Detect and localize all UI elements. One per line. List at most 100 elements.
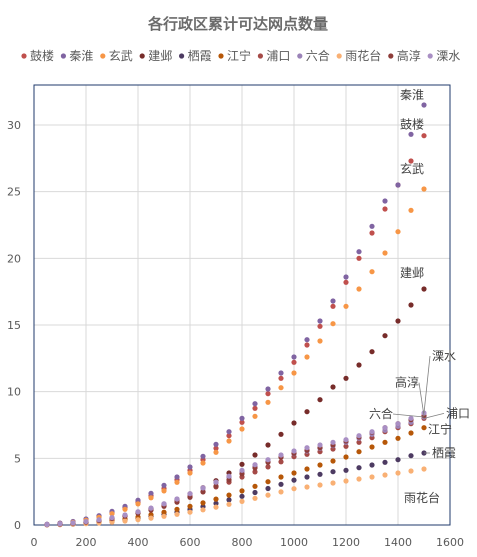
data-point (278, 489, 284, 495)
data-point (382, 425, 388, 431)
data-point (148, 495, 154, 501)
data-point (343, 467, 349, 473)
x-tick-label: 400 (128, 536, 149, 549)
chart-title: 各行政区累计可达网点数量 (147, 15, 328, 33)
data-point (252, 483, 258, 489)
legend-marker-2 (100, 53, 106, 59)
data-point (226, 492, 232, 498)
data-point (304, 484, 310, 490)
data-point (174, 496, 180, 502)
series-label-e5bbbae982ba: 建邺 (400, 266, 424, 280)
series-label-e6baa7e6b0b4: 溧水 (432, 349, 456, 363)
data-point (174, 511, 180, 517)
data-point (343, 437, 349, 443)
data-point (304, 354, 310, 360)
data-point (317, 338, 323, 344)
data-point (382, 472, 388, 478)
data-point (330, 321, 336, 327)
data-point (213, 500, 219, 506)
data-point (265, 386, 271, 392)
data-point (356, 433, 362, 439)
data-point (291, 477, 297, 483)
data-point (369, 474, 375, 480)
data-point (213, 449, 219, 455)
data-point (239, 461, 245, 467)
data-point (304, 342, 310, 348)
data-point (213, 441, 219, 447)
data-point (356, 286, 362, 292)
legend-marker-5 (218, 53, 224, 59)
data-point (356, 465, 362, 471)
data-point (174, 479, 180, 485)
data-point (356, 439, 362, 445)
data-point (382, 459, 388, 465)
data-point (187, 509, 193, 515)
legend-marker-0 (21, 53, 27, 59)
data-point (226, 477, 232, 483)
data-marks (44, 102, 427, 528)
legend-label-2: 玄武 (109, 48, 133, 63)
data-point (317, 462, 323, 468)
series-9 (44, 413, 427, 528)
data-point (265, 479, 271, 485)
data-point (408, 302, 414, 308)
label-leader-line (423, 355, 431, 414)
legend-label-3: 建邺 (148, 49, 172, 63)
data-point (343, 274, 349, 280)
grid (34, 85, 451, 525)
data-point (356, 362, 362, 368)
data-point (200, 489, 206, 495)
data-point (330, 480, 336, 486)
data-point (382, 439, 388, 445)
data-point (252, 405, 258, 411)
data-point (161, 513, 167, 519)
data-point (135, 501, 141, 507)
series-label-e6b5a6e58fa3: 浦口 (446, 406, 470, 420)
y-tick-label: 15 (7, 319, 21, 332)
data-point (200, 453, 206, 459)
data-point (200, 485, 206, 491)
series-5 (44, 425, 427, 528)
x-tick-label: 600 (180, 536, 201, 549)
data-point (213, 483, 219, 489)
data-point (369, 223, 375, 229)
data-point (135, 497, 141, 503)
x-tick-label: 1400 (384, 536, 412, 549)
data-point (330, 439, 336, 445)
x-tick-label: 1200 (332, 536, 360, 549)
data-point (291, 370, 297, 376)
data-point (330, 469, 336, 475)
series-8 (44, 466, 427, 528)
data-point (213, 504, 219, 510)
data-point (265, 464, 271, 470)
data-point (239, 419, 245, 425)
y-tick-label: 30 (7, 119, 21, 132)
data-point (252, 495, 258, 501)
data-point (317, 397, 323, 403)
data-point (356, 449, 362, 455)
data-point (187, 494, 193, 500)
y-tick-label: 10 (7, 386, 21, 399)
data-point (408, 468, 414, 474)
data-point (395, 229, 401, 235)
x-tick-label: 0 (31, 536, 38, 549)
legend-marker-8 (336, 53, 342, 59)
series-1 (44, 102, 427, 527)
data-point (226, 501, 232, 507)
data-point (187, 503, 193, 509)
data-point (343, 279, 349, 285)
series-label-e585ade59088: 六合 (369, 406, 393, 421)
data-point (291, 470, 297, 476)
data-point (408, 453, 414, 459)
data-point (330, 303, 336, 309)
data-point (174, 506, 180, 512)
data-point (421, 102, 427, 108)
data-point (330, 384, 336, 390)
data-point (265, 485, 271, 492)
data-point (226, 429, 232, 435)
data-point (252, 462, 258, 468)
data-point (304, 337, 310, 343)
data-point (239, 498, 245, 504)
legend-marker-1 (60, 53, 66, 59)
